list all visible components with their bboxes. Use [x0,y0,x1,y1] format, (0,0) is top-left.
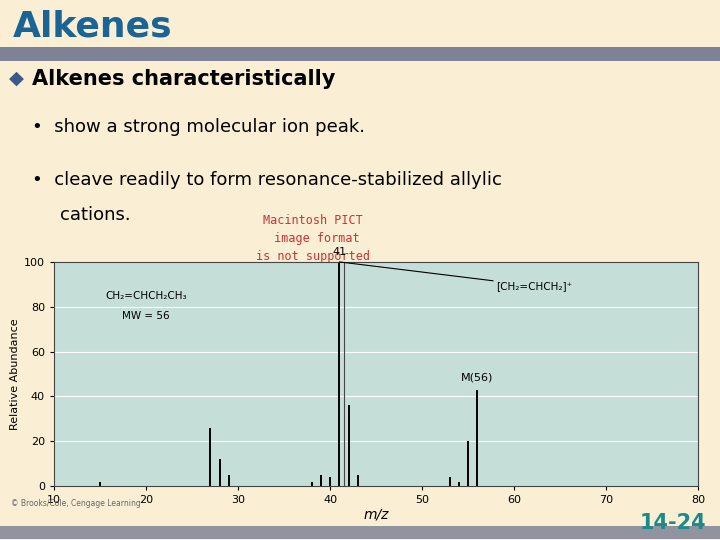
Text: •  show a strong molecular ion peak.: • show a strong molecular ion peak. [32,118,365,136]
Text: cations.: cations. [60,206,130,224]
Y-axis label: Relative Abundance: Relative Abundance [10,318,20,430]
Text: •  cleave readily to form resonance-stabilized allylic: • cleave readily to form resonance-stabi… [32,171,503,189]
X-axis label: m/z: m/z [364,508,389,522]
Text: Macintosh PICT
 image format
is not supported: Macintosh PICT image format is not suppo… [256,214,370,264]
Text: © Brooks/Cole, Cengage Learning: © Brooks/Cole, Cengage Learning [11,499,140,508]
Text: ◆: ◆ [9,69,24,88]
Text: 14-24: 14-24 [640,512,706,533]
Text: Alkenes: Alkenes [13,10,173,44]
Text: [CH₂=CHCH₂]⁺: [CH₂=CHCH₂]⁺ [339,262,572,291]
Text: Alkenes characteristically: Alkenes characteristically [32,69,336,89]
Text: CH₂=CHCH₂CH₃: CH₂=CHCH₂CH₃ [105,291,187,301]
Text: M(56): M(56) [462,373,494,383]
Text: MW = 56: MW = 56 [122,311,170,321]
Text: 41: 41 [333,247,346,258]
